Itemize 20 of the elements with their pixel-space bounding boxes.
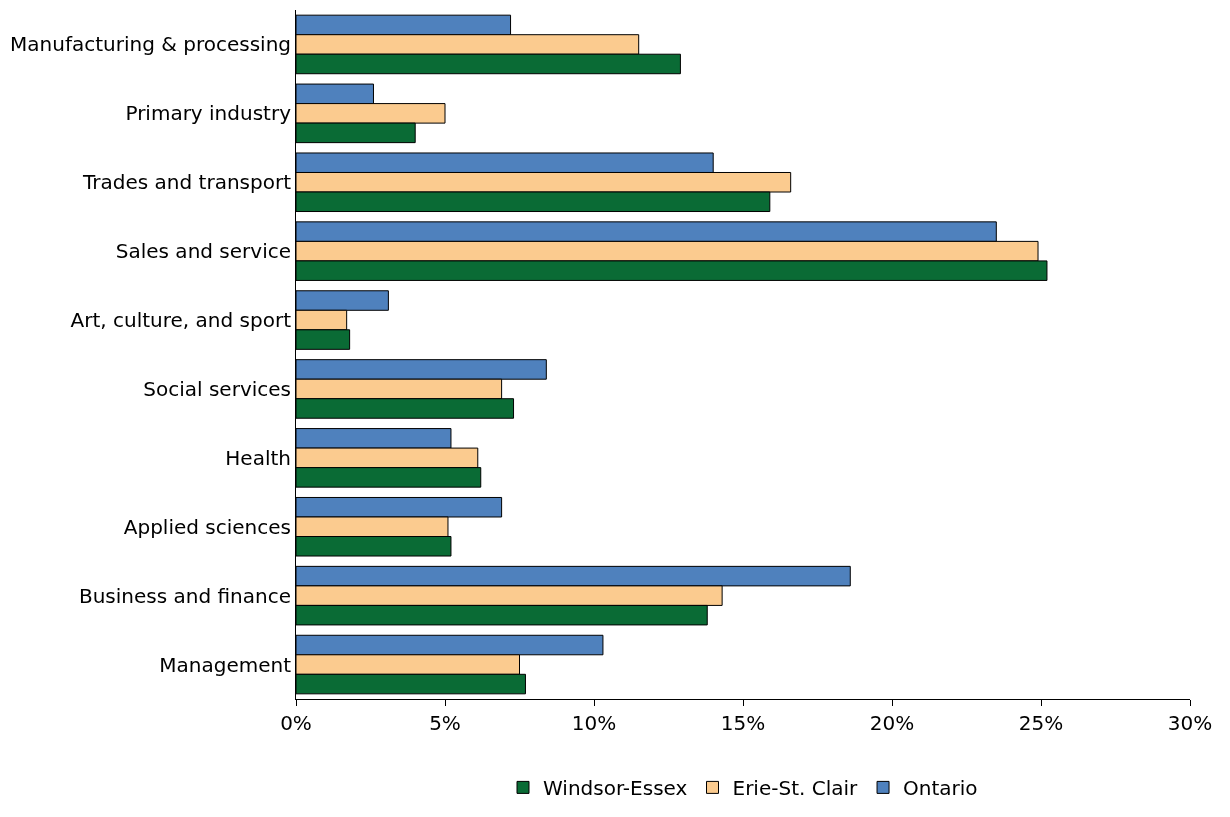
legend-label: Windsor-Essex — [543, 776, 688, 801]
x-tick-label: 20% — [869, 711, 915, 735]
y-tick-label: Trades and transport — [82, 170, 292, 195]
x-tick-label: 15% — [720, 711, 766, 735]
x-tick-label: 0% — [280, 711, 312, 735]
y-tick-label: Manufacturing & processing — [10, 32, 291, 57]
y-tick-label: Health — [225, 445, 291, 470]
y-tick-label: Primary industry — [125, 101, 292, 126]
x-tick-label: 5% — [429, 711, 461, 735]
y-tick-label: Business and finance — [78, 583, 291, 608]
y-tick-label: Art, culture, and sport — [70, 308, 292, 333]
x-tick-label: 25% — [1018, 711, 1064, 735]
y-tick-label: Applied sciences — [123, 514, 291, 539]
y-tick-label: Social services — [143, 376, 291, 401]
x-tick-label: 30% — [1167, 711, 1213, 735]
x-tick-label: 10% — [571, 711, 617, 735]
legend-label: Ontario — [903, 776, 978, 801]
y-tick-label: Sales and service — [115, 239, 291, 264]
y-tick-label: Management — [159, 652, 292, 677]
legend-label: Erie-St. Clair — [732, 776, 859, 801]
